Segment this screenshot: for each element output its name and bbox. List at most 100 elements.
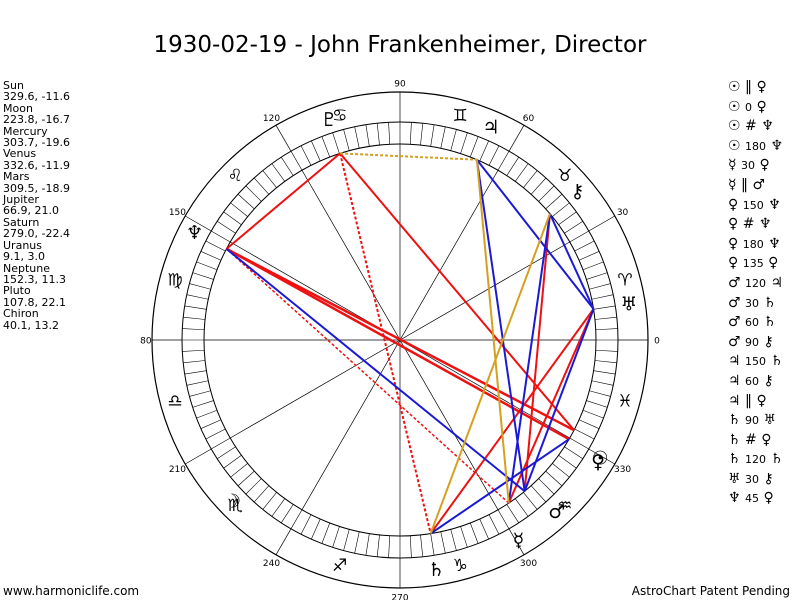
degree-label: 0 xyxy=(654,337,660,347)
planet-name: Saturn xyxy=(3,215,40,229)
aspect-planet-2: ♆ xyxy=(758,216,772,233)
degree-tick xyxy=(189,390,211,397)
degree-tick xyxy=(205,428,226,440)
aspect-angle: 90 xyxy=(745,335,760,349)
planet-coords: 309.5, -18.9 xyxy=(3,181,70,195)
moon-glyph-icon: ☽ xyxy=(224,491,241,513)
aspect-angle: 135 xyxy=(742,257,764,271)
website-label: www.harmoniclife.com xyxy=(3,584,140,598)
degree-tick xyxy=(321,522,331,544)
aspect-symbol: ‖ xyxy=(745,392,753,409)
outer-tick xyxy=(588,215,615,232)
degree-tick xyxy=(388,535,391,558)
aspect-line xyxy=(549,213,595,310)
planet-name: Mercury xyxy=(3,124,48,138)
aspect-line xyxy=(225,248,526,493)
degree-tick xyxy=(594,360,617,364)
mars-glyph-icon: ♂ xyxy=(548,501,565,523)
aspect-planet-2: ♀ xyxy=(768,255,779,272)
aspect-symbol: ‖ xyxy=(745,79,753,95)
degree-tick xyxy=(211,230,231,243)
degree-tick xyxy=(545,193,563,210)
degree-tick xyxy=(582,261,604,271)
degree-tick xyxy=(591,294,614,300)
aspect-planet-2: ♆ xyxy=(768,196,781,213)
degree-tick xyxy=(184,370,207,375)
aspect-planet-2: ♆ xyxy=(768,235,781,252)
planet-name: Chiron xyxy=(3,307,39,321)
aspect-planet-2: ♀ xyxy=(761,431,772,448)
aspect-planet-2: ♀ xyxy=(759,157,770,174)
mercury-glyph-icon: ☿ xyxy=(513,529,525,551)
degree-tick xyxy=(230,463,248,478)
aspect-angle: 150 xyxy=(742,198,764,212)
outer-tick xyxy=(185,448,212,465)
degree-tick xyxy=(365,533,370,556)
aspect-row: ♄ 90 ♅ xyxy=(728,411,783,431)
degree-tick xyxy=(558,454,577,469)
aspect-planet-1: ♂ xyxy=(728,314,741,331)
degree-tick xyxy=(230,202,248,217)
degree-tick xyxy=(595,349,618,352)
degree-tick xyxy=(192,400,214,408)
degree-tick xyxy=(200,419,222,429)
degree-tick xyxy=(506,157,519,176)
degree-tick xyxy=(523,492,538,510)
zodiac-glyph-icon: ♏ xyxy=(228,496,243,516)
degree-label: 120 xyxy=(263,114,280,124)
degree-tick xyxy=(450,129,457,151)
aspect-planet-2: ♄ xyxy=(770,353,784,370)
degree-tick xyxy=(469,136,479,158)
degree-tick xyxy=(271,498,286,517)
aspect-planet-2: ♀ xyxy=(756,392,767,409)
zodiac-glyph-icon: ♉ xyxy=(557,166,572,186)
outer-tick xyxy=(275,528,292,555)
aspect-row: ☿ 30 ♀ xyxy=(728,156,783,176)
degree-tick xyxy=(479,518,489,540)
degree-tick xyxy=(409,122,412,145)
aspect-row: ♀ # ♆ xyxy=(728,215,783,235)
degree-tick xyxy=(376,123,380,146)
aspect-planet-1: ♃ xyxy=(728,353,741,370)
aspect-planet-1: ♀ xyxy=(728,255,739,272)
saturn-glyph-icon: ♄ xyxy=(428,559,445,581)
degree-label: 300 xyxy=(520,559,537,569)
degree-tick xyxy=(262,170,277,188)
degree-label: 270 xyxy=(391,594,408,600)
aspect-row: ♂ 120 ♃ xyxy=(728,274,783,294)
degree-tick xyxy=(196,261,218,271)
planet-coords: 303.7, -19.6 xyxy=(3,136,70,150)
aspect-row: ♀ 135 ♀ xyxy=(728,254,783,274)
planet-name: Venus xyxy=(3,147,37,161)
degree-tick xyxy=(430,533,435,556)
patent-label: AstroChart Patent Pending xyxy=(631,584,790,598)
aspect-line xyxy=(430,438,570,535)
chart-title: 1930-02-19 - John Frankenheimer, Directo… xyxy=(153,32,647,58)
sun-glyph-icon: ☉ xyxy=(592,447,609,469)
aspect-line xyxy=(225,248,510,504)
aspect-line xyxy=(429,213,551,534)
aspect-line xyxy=(475,159,510,504)
aspect-planet-1: ♄ xyxy=(728,431,741,448)
aspect-row: ♃ 60 ⚷ xyxy=(728,372,783,392)
aspect-row: ♄ 120 ♄ xyxy=(728,450,783,470)
uranus-glyph-icon: ♅ xyxy=(621,293,638,315)
planet-coords: 107.8, 22.1 xyxy=(3,295,66,309)
degree-tick xyxy=(595,328,618,331)
degree-tick xyxy=(196,409,218,419)
aspect-planet-1: ♅ xyxy=(728,470,741,487)
degree-label: 330 xyxy=(614,465,631,475)
degree-tick xyxy=(271,163,286,182)
degree-tick xyxy=(281,157,294,176)
degree-tick xyxy=(182,328,205,331)
degree-label: 210 xyxy=(169,465,186,475)
degree-tick xyxy=(552,202,570,217)
degree-tick xyxy=(460,132,468,154)
degree-tick xyxy=(192,272,214,280)
degree-tick xyxy=(253,177,270,195)
aspect-planet-1: ☿ xyxy=(728,157,737,174)
degree-label: 180 xyxy=(140,337,152,347)
degree-tick xyxy=(343,129,350,151)
aspect-row: ♃ 150 ♄ xyxy=(728,352,783,372)
degree-tick xyxy=(245,478,262,495)
